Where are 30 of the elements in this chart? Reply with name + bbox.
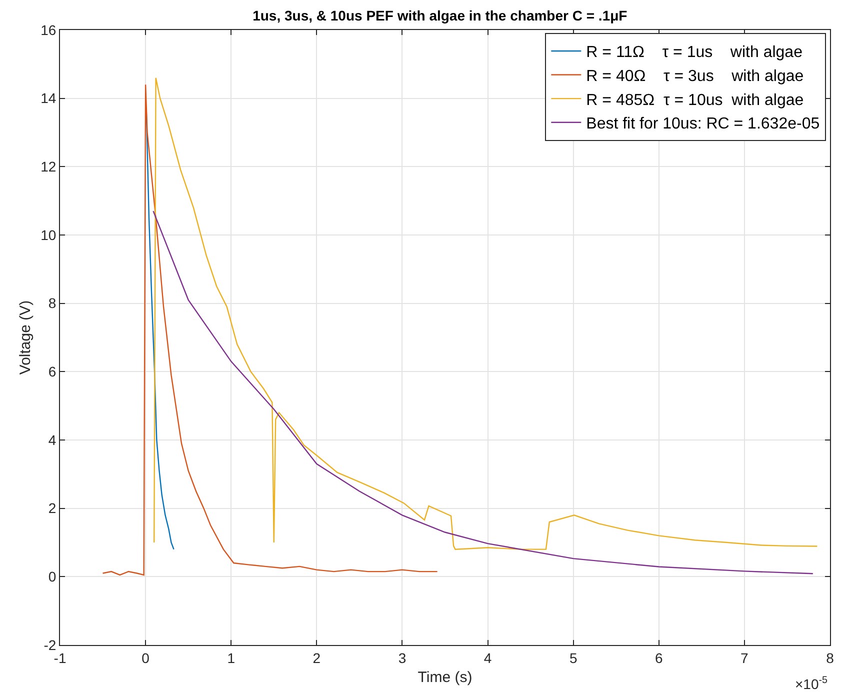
y-tick-label: 4 <box>48 432 56 448</box>
x-tick-label: 2 <box>312 650 321 666</box>
y-tick-label: -2 <box>44 636 56 653</box>
x-axis-title: Time (s) <box>418 668 472 686</box>
y-axis-title: Voltage (V) <box>16 300 34 375</box>
x-tick-label: 4 <box>484 650 492 666</box>
legend-label: R = 11Ω τ = 1us with algae <box>586 44 803 62</box>
x-tick-label: 3 <box>398 650 406 666</box>
y-tick-label: 12 <box>40 158 56 175</box>
y-tick-label: 8 <box>48 295 56 312</box>
y-tick-label: 6 <box>48 364 56 380</box>
legend-label: Best fit for 10us: RC = 1.632e-05 <box>586 116 820 133</box>
legend-label: R = 40Ω τ = 3us with algae <box>586 68 804 86</box>
x-tick-label: 7 <box>740 650 749 666</box>
legend-label: R = 485Ω τ = 10us with algae <box>586 92 804 109</box>
text: ×10$^{-5}$ <box>795 675 828 692</box>
chart-title: 1us, 3us, & 10us PEF with algae in the chamber C = .1μF <box>252 7 628 24</box>
x-tick-label: -1 <box>54 650 66 666</box>
x-tick-label: 6 <box>654 650 663 666</box>
x-tick-label: 8 <box>826 650 834 666</box>
x-tick-label: 1 <box>227 650 236 666</box>
y-tick-label: 10 <box>40 226 56 243</box>
x-tick-label: 5 <box>569 650 578 666</box>
x-tick-label: 0 <box>142 650 150 666</box>
y-tick-label: 14 <box>40 90 56 106</box>
y-tick-label: 0 <box>48 568 56 585</box>
y-tick-label: 16 <box>40 22 56 38</box>
line-series <box>152 210 814 574</box>
line-series <box>102 84 438 576</box>
y-tick-label: 2 <box>48 500 56 516</box>
